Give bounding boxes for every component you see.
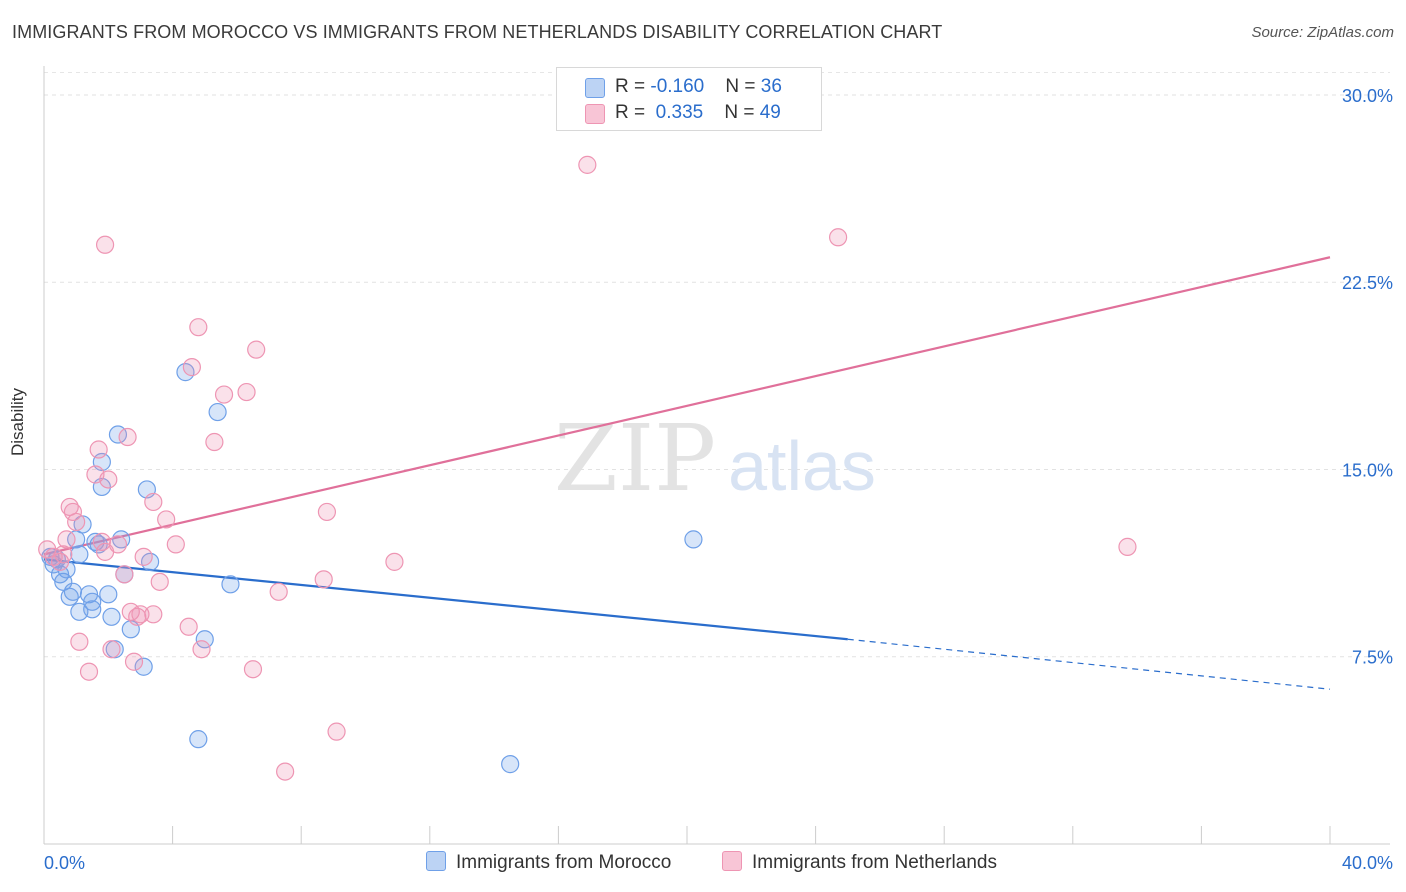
stats-legend: R = -0.160 N = 36 R = 0.335 N = 49 [556, 67, 822, 131]
morocco-trend-line-extension [847, 638, 1331, 690]
netherlands-r-value: 0.335 [655, 102, 704, 123]
netherlands-point [237, 382, 256, 402]
morocco-point [57, 560, 76, 579]
netherlands-point [182, 358, 201, 377]
netherlands-point [60, 497, 79, 517]
morocco-point [112, 530, 131, 549]
morocco-point [86, 532, 105, 551]
netherlands-point [108, 535, 128, 554]
morocco-point [70, 545, 89, 564]
netherlands-point [134, 547, 153, 566]
morocco-point [99, 585, 118, 604]
morocco-point [501, 755, 520, 774]
netherlands-point [205, 432, 224, 452]
trend-lines [43, 256, 1331, 690]
netherlands-legend-label: Immigrants from Netherlands [752, 852, 997, 873]
tick-labels: 7.5% 15.0% 22.5% 30.0% 0.0% 40.0% [44, 86, 1393, 873]
netherlands-point [144, 605, 163, 624]
morocco-r-value: -0.160 [650, 76, 705, 97]
netherlands-n-label: N = [724, 102, 760, 123]
y-tick-label: 15.0% [1342, 460, 1393, 480]
netherlands-point [115, 565, 134, 584]
morocco-point [221, 575, 240, 594]
netherlands-point [247, 340, 266, 359]
netherlands-point [118, 427, 137, 447]
watermark-atlas: atlas [728, 427, 876, 505]
morocco-n-label: N = [725, 76, 761, 97]
netherlands-point [131, 605, 150, 624]
netherlands-point [314, 570, 333, 589]
netherlands-point [150, 572, 169, 591]
morocco-point [195, 630, 214, 649]
netherlands-point [327, 722, 346, 741]
x-tick-label-min: 0.0% [44, 853, 85, 873]
netherlands-r-label: R = [615, 102, 651, 123]
netherlands-point [70, 632, 89, 651]
morocco-point [134, 657, 153, 676]
netherlands-point [89, 440, 108, 459]
morocco-swatch [585, 78, 605, 98]
watermark: ZIP atlas [554, 405, 876, 512]
netherlands-point [189, 318, 208, 337]
netherlands-point [99, 470, 118, 489]
bottom-legend-morocco: Immigrants from Morocco [426, 851, 671, 874]
morocco-point [102, 607, 121, 626]
morocco-r-label: R = [615, 76, 651, 97]
netherlands-point [144, 492, 163, 512]
y-tick-label: 30.0% [1342, 86, 1393, 106]
netherlands-trend-line [43, 256, 1331, 556]
morocco-point [60, 587, 79, 606]
morocco-point [83, 592, 102, 611]
netherlands-point [578, 155, 597, 174]
morocco-point [89, 535, 108, 554]
morocco-point [684, 530, 703, 549]
netherlands-point [79, 662, 99, 681]
morocco-point [63, 582, 83, 601]
netherlands-point [269, 582, 288, 601]
netherlands-point [95, 235, 115, 254]
watermark-zip: ZIP [554, 405, 716, 512]
netherlands-point [385, 552, 404, 571]
bottom-legend-netherlands: Immigrants from Netherlands [722, 851, 997, 874]
netherlands-point [63, 502, 83, 522]
netherlands-point [166, 535, 185, 554]
netherlands-point [54, 545, 73, 564]
morocco-legend-label: Immigrants from Morocco [456, 852, 672, 873]
netherlands-swatch [585, 104, 605, 124]
morocco-point [83, 600, 102, 619]
netherlands-point [829, 228, 848, 247]
netherlands-legend-swatch [722, 851, 742, 871]
y-tick-label: 22.5% [1342, 273, 1393, 293]
netherlands-point [1118, 537, 1137, 556]
source-label: Source: ZipAtlas.com [1251, 24, 1394, 41]
y-tick-label: 7.5% [1352, 648, 1393, 668]
netherlands-point [124, 652, 144, 671]
morocco-point [208, 402, 227, 422]
morocco-trend-line [43, 558, 848, 641]
data-points [38, 88, 1137, 781]
netherlands-point [102, 640, 121, 659]
netherlands-point [157, 510, 176, 529]
morocco-n-value: 36 [760, 76, 782, 97]
x-tick-label-max: 40.0% [1342, 853, 1393, 873]
morocco-point [189, 730, 208, 749]
morocco-legend-swatch [426, 851, 446, 871]
netherlands-point [317, 502, 337, 522]
netherlands-n-value: 49 [759, 102, 781, 123]
chart-title: IMMIGRANTS FROM MOROCCO VS IMMIGRANTS FR… [12, 22, 943, 42]
netherlands-point [179, 617, 198, 636]
axes [43, 66, 1390, 845]
netherlands-point [276, 762, 295, 781]
y-axis-label: Disability [8, 387, 27, 456]
netherlands-point [67, 512, 86, 532]
netherlands-point [243, 660, 263, 679]
netherlands-point [214, 385, 234, 404]
netherlands-point [192, 640, 211, 659]
netherlands-point [57, 530, 76, 549]
gridlines [44, 71, 1390, 658]
